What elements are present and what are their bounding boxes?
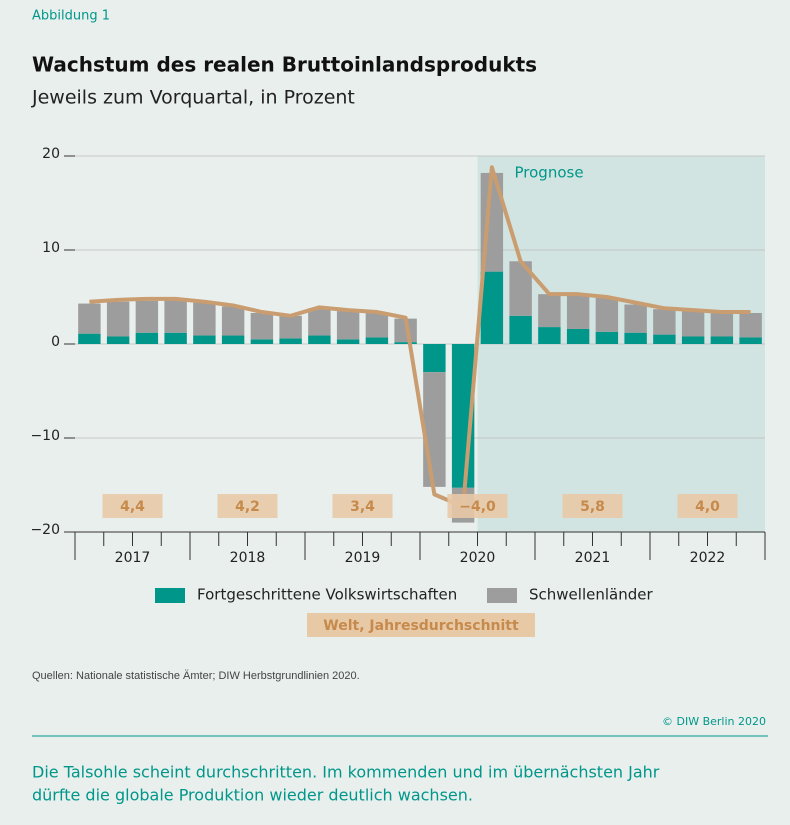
bar-segment: [394, 342, 417, 344]
legend-label: Fortgeschrittene Volkswirtschaften: [197, 586, 457, 604]
annual-label: −4,0: [459, 499, 496, 515]
source: Quellen: Nationale statistische Ämter; D…: [32, 670, 360, 682]
bar-segment: [365, 337, 389, 344]
legend-line-box: [307, 613, 535, 637]
bar-segment: [423, 372, 446, 487]
y-tick-label: −10: [30, 428, 60, 444]
figure-label: Abbildung 1: [32, 9, 110, 24]
bar-segment: [624, 304, 647, 333]
forecast-label: Prognose: [515, 164, 584, 182]
legend-swatch: [155, 588, 185, 603]
bar-segment: [78, 333, 101, 344]
annual-box: [332, 494, 393, 518]
bar-segment: [681, 336, 705, 344]
bar-segment: [365, 312, 389, 338]
bar-segment: [423, 344, 446, 373]
bar-segment: [509, 315, 532, 344]
bar-segment: [279, 315, 302, 339]
bar-segment: [394, 318, 417, 343]
year-label: 2017: [115, 550, 151, 566]
annual-label: 5,8: [580, 499, 605, 515]
bar-segment: [279, 338, 302, 344]
annual-label: 4,0: [695, 499, 720, 515]
bar-segment: [250, 312, 274, 340]
bar-segment: [681, 311, 705, 337]
annual-box: [447, 494, 508, 518]
bar-segment: [710, 336, 734, 344]
bar-segment: [308, 335, 331, 344]
caption-line: Die Talsohle scheint durchschritten. Im …: [32, 763, 660, 782]
annual-box: [562, 494, 623, 518]
year-label: 2020: [460, 550, 496, 566]
y-tick-label: 0: [51, 334, 60, 350]
bar-segment: [653, 334, 676, 344]
year-label: 2021: [575, 550, 611, 566]
bar-segment: [710, 312, 734, 337]
caption-line: dürfte die globale Produktion wieder deu…: [32, 786, 473, 805]
copyright: © DIW Berlin 2020: [662, 715, 766, 728]
bar-segment: [739, 312, 762, 338]
bar-segment: [308, 308, 331, 336]
bar-segment: [653, 309, 676, 335]
bar-segment: [135, 300, 159, 333]
annual-box: [217, 494, 278, 518]
bar-segment: [566, 294, 590, 329]
bar-segment: [336, 311, 360, 340]
legend-swatch: [487, 588, 517, 603]
bar-segment: [739, 337, 762, 344]
annual-label: 4,4: [120, 499, 145, 515]
bar-segment: [106, 301, 130, 337]
bar-segment: [336, 339, 360, 344]
bar-segment: [538, 327, 561, 344]
annual-box: [102, 494, 163, 518]
y-tick-label: −20: [30, 522, 60, 538]
y-tick-label: 10: [42, 240, 60, 256]
bar-segment: [538, 294, 561, 328]
bar-segment: [624, 332, 647, 344]
bar-segment: [480, 271, 504, 344]
bar-segment: [164, 299, 187, 333]
bar-segment: [595, 297, 619, 332]
bar-segment: [509, 261, 532, 316]
bar-segment: [250, 339, 274, 344]
world-line: [89, 165, 751, 509]
legend-label: Schwellenländer: [529, 586, 653, 604]
chart-subtitle: Jeweils zum Vorquartal, in Prozent: [31, 87, 355, 109]
annual-label: 3,4: [350, 499, 375, 515]
bar-segment: [193, 302, 216, 336]
bar-segment: [566, 328, 590, 344]
bar-segment: [193, 335, 216, 344]
legend-line-label: Welt, Jahresdurchschnitt: [323, 618, 519, 634]
annual-label: 4,2: [235, 499, 260, 515]
chart-title: Wachstum des realen Bruttoinlandsprodukt…: [32, 53, 537, 77]
bar-segment: [221, 335, 245, 344]
year-label: 2018: [230, 550, 266, 566]
bar-segment: [135, 332, 159, 344]
y-tick-label: 20: [42, 146, 60, 162]
bar-segment: [78, 303, 101, 334]
year-label: 2022: [690, 550, 726, 566]
bar-segment: [221, 306, 245, 336]
plot: Prognose 20 10 0 −10 −20 2017 4,4 2018 4,2 2019 3,4…: [30, 146, 766, 637]
bar-segment: [595, 331, 619, 344]
bar-segment: [106, 336, 130, 344]
year-label: 2019: [345, 550, 381, 566]
annual-box: [677, 494, 738, 518]
bar-segment: [164, 332, 187, 344]
